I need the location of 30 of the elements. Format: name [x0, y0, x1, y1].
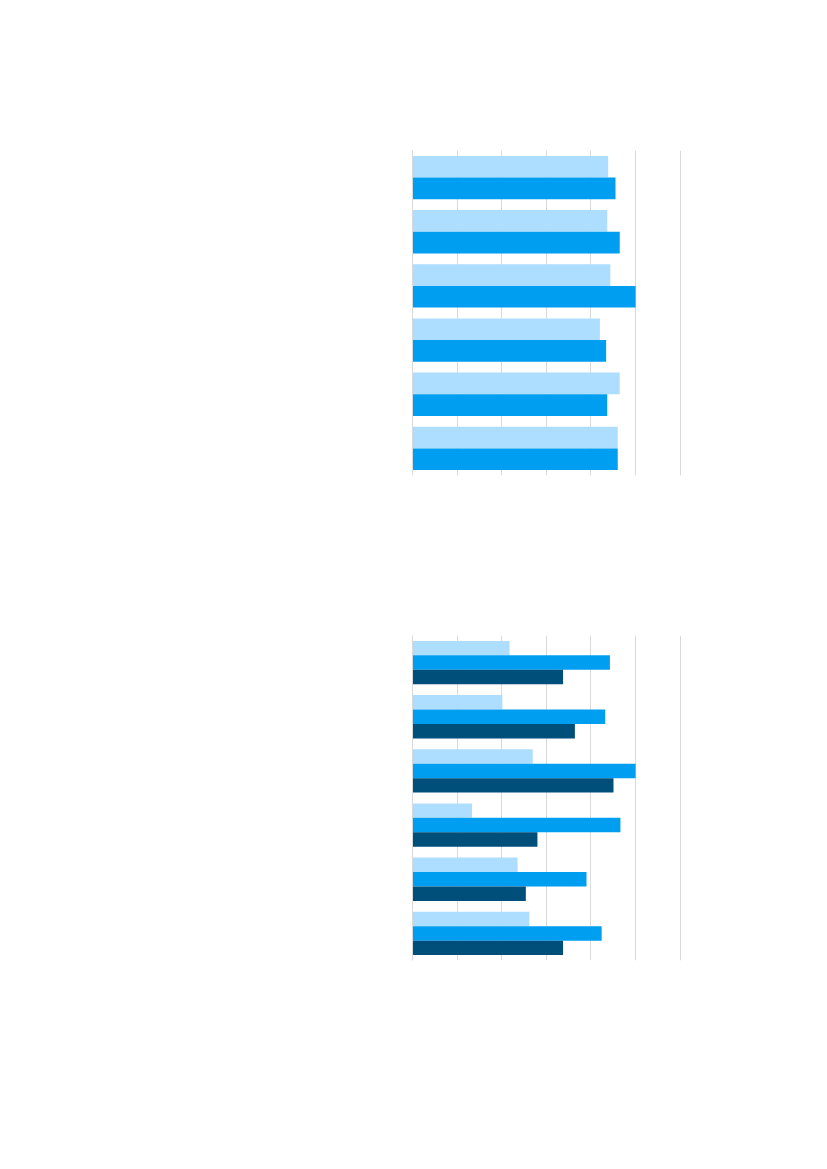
- bar: [412, 285, 636, 308]
- bar: [412, 640, 510, 656]
- bar: [412, 340, 607, 362]
- bar: [412, 394, 608, 416]
- bar: [412, 231, 620, 254]
- bar: [412, 817, 621, 833]
- bar: [412, 911, 530, 927]
- bar: [412, 832, 538, 847]
- bar: [412, 318, 600, 341]
- bar: [412, 372, 620, 395]
- bar: [412, 177, 616, 200]
- bar: [412, 695, 503, 710]
- bar: [412, 210, 608, 232]
- bar: [412, 426, 618, 449]
- bar: [412, 655, 610, 670]
- bar: [412, 778, 614, 793]
- bar: [412, 763, 636, 779]
- bar: [412, 709, 606, 724]
- bar: [412, 857, 518, 873]
- bar: [412, 264, 611, 286]
- bar: [412, 940, 564, 956]
- bar: [412, 886, 526, 901]
- bar: [412, 803, 473, 818]
- bar: [412, 723, 575, 739]
- bar: [412, 926, 602, 941]
- bar: [412, 749, 533, 764]
- bar: [412, 872, 587, 887]
- bar: [412, 448, 618, 471]
- bar: [412, 669, 564, 685]
- bar: [412, 155, 609, 178]
